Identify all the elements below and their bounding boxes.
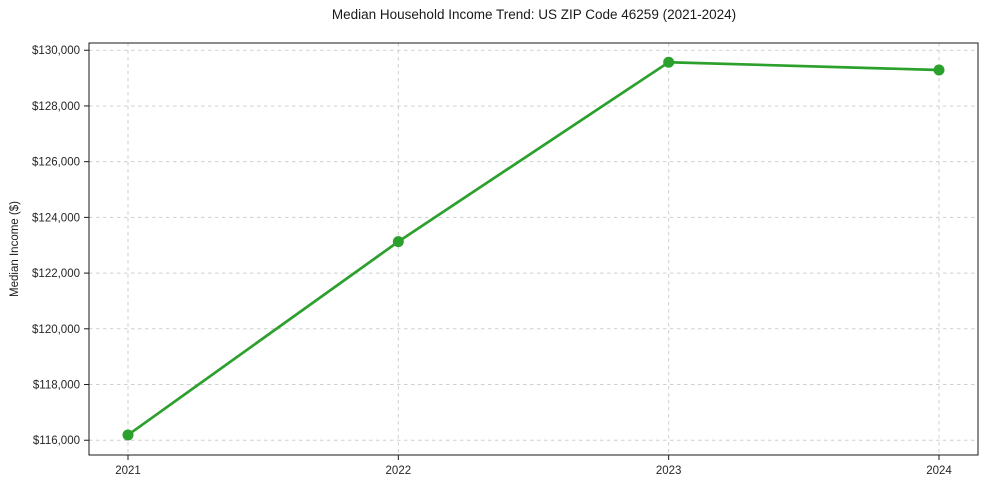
data-point-2021	[122, 429, 134, 441]
y-tick-label: $130,000	[32, 45, 80, 57]
y-tick-label: $124,000	[32, 212, 80, 224]
data-line	[126, 60, 941, 437]
x-tick-label: 2021	[115, 465, 141, 477]
chart-title: Median Household Income Trend: US ZIP Co…	[331, 7, 737, 22]
y-tick-label: $120,000	[32, 324, 80, 336]
y-tick-label: $116,000	[33, 435, 80, 447]
plot-border	[88, 42, 979, 456]
y-tick-label: $126,000	[32, 157, 80, 169]
data-point-2023	[663, 56, 675, 68]
x-tick-label: 2022	[386, 465, 412, 477]
y-tick-label: $122,000	[32, 268, 80, 280]
y-tick-label: $118,000	[33, 380, 80, 392]
data-point-2022	[392, 236, 404, 248]
x-tick-label: 2024	[926, 465, 952, 477]
y-tick-label: $128,000	[32, 101, 80, 113]
data-point-2024	[933, 64, 945, 76]
x-tick-label: 2023	[656, 465, 682, 477]
